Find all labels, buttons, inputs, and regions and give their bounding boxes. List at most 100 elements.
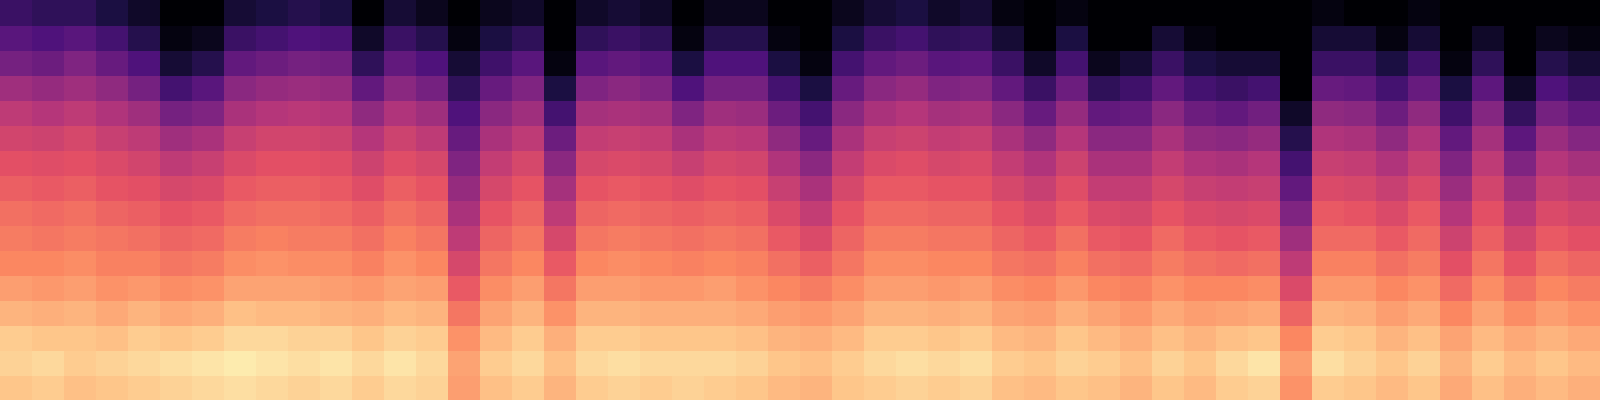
cell: [64, 175, 97, 201]
cell: [384, 175, 417, 201]
cell: [96, 225, 129, 251]
cell: [1408, 100, 1441, 126]
cell: [1120, 75, 1153, 101]
cell: [1312, 125, 1345, 151]
cell: [832, 0, 865, 26]
cells: [0, 0, 1600, 400]
cell: [128, 75, 161, 101]
cell: [1152, 125, 1185, 151]
cell: [256, 300, 289, 326]
cell: [320, 300, 353, 326]
cell: [160, 225, 193, 251]
cell: [736, 200, 769, 226]
cell: [896, 0, 929, 26]
cell: [1536, 350, 1569, 376]
cell: [288, 275, 321, 301]
cell: [192, 275, 225, 301]
cell: [416, 50, 449, 76]
cell: [160, 350, 193, 376]
cell: [1408, 275, 1441, 301]
cell: [544, 375, 577, 400]
cell: [800, 125, 833, 151]
cell: [1536, 100, 1569, 126]
cell: [1152, 250, 1185, 276]
cell: [1248, 375, 1281, 400]
cell: [64, 275, 97, 301]
cell: [192, 300, 225, 326]
cell: [96, 0, 129, 26]
cell: [96, 175, 129, 201]
cell: [64, 300, 97, 326]
cell: [928, 0, 961, 26]
cell: [1312, 350, 1345, 376]
cell: [576, 25, 609, 51]
cell: [1312, 0, 1345, 26]
cell: [736, 150, 769, 176]
cell: [992, 250, 1025, 276]
cell: [320, 250, 353, 276]
cell: [576, 350, 609, 376]
cell: [1216, 150, 1249, 176]
cell: [1184, 225, 1217, 251]
cell: [96, 300, 129, 326]
cell: [160, 100, 193, 126]
cell: [1408, 225, 1441, 251]
cell: [96, 150, 129, 176]
cell: [1504, 275, 1537, 301]
cell: [1376, 275, 1409, 301]
cell: [512, 50, 545, 76]
cell: [640, 325, 673, 351]
cell: [544, 150, 577, 176]
cell: [992, 50, 1025, 76]
cell: [800, 75, 833, 101]
cell: [928, 375, 961, 400]
cell: [1152, 100, 1185, 126]
cell: [928, 50, 961, 76]
cell: [1440, 100, 1473, 126]
cell: [768, 125, 801, 151]
cell: [576, 225, 609, 251]
cell: [1184, 100, 1217, 126]
cell: [416, 100, 449, 126]
cell: [960, 325, 993, 351]
cell: [864, 75, 897, 101]
cell: [1056, 100, 1089, 126]
cell: [1504, 200, 1537, 226]
cell: [1056, 25, 1089, 51]
cell: [736, 75, 769, 101]
cell: [800, 0, 833, 26]
cell: [800, 200, 833, 226]
cell: [640, 225, 673, 251]
cell: [1312, 300, 1345, 326]
cell: [960, 350, 993, 376]
cell: [608, 100, 641, 126]
cell: [192, 25, 225, 51]
cell: [704, 350, 737, 376]
cell: [864, 150, 897, 176]
cell: [1056, 325, 1089, 351]
cell: [768, 250, 801, 276]
cell: [1376, 300, 1409, 326]
cell: [672, 175, 705, 201]
cell: [256, 225, 289, 251]
cell: [800, 375, 833, 400]
cell: [32, 350, 65, 376]
cell: [1504, 25, 1537, 51]
cell: [224, 150, 257, 176]
cell: [1120, 225, 1153, 251]
cell: [608, 200, 641, 226]
cell: [256, 200, 289, 226]
cell: [1056, 375, 1089, 400]
cell: [352, 375, 385, 400]
cell: [1344, 225, 1377, 251]
cell: [1088, 275, 1121, 301]
cell: [896, 350, 929, 376]
cell: [960, 25, 993, 51]
cell: [0, 325, 33, 351]
cell: [1152, 50, 1185, 76]
cell: [256, 250, 289, 276]
cell: [1024, 275, 1057, 301]
cell: [256, 175, 289, 201]
cell: [736, 175, 769, 201]
cell: [960, 275, 993, 301]
